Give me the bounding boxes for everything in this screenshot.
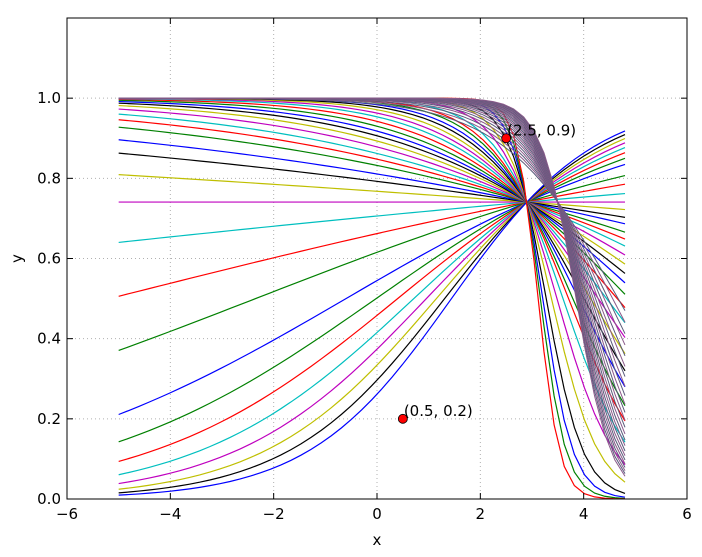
series-line (118, 104, 626, 265)
series-line (118, 147, 626, 476)
data-point (397, 413, 408, 424)
x-tick-label: 6 (682, 505, 692, 523)
series-line (118, 174, 626, 352)
series-line (118, 98, 626, 308)
series-line (118, 174, 626, 211)
series-line (118, 152, 626, 462)
point-label: (0.5, 0.2) (404, 402, 473, 420)
series-line (118, 139, 626, 225)
series-line (118, 142, 626, 485)
series-line (118, 99, 626, 295)
series-line (118, 108, 626, 256)
series-line (118, 137, 626, 490)
x-tick-label: −6 (56, 505, 78, 523)
y-tick-label: 1.0 (37, 89, 61, 107)
point-label: (2.5, 0.9) (507, 121, 576, 139)
series-line (118, 119, 626, 240)
series-line (118, 134, 626, 494)
y-tick-label: 0.6 (37, 250, 61, 268)
x-axis-label: x (373, 531, 382, 549)
y-tick-label: 0.2 (37, 410, 61, 428)
series-line (118, 183, 626, 297)
x-tick-label: −4 (159, 505, 181, 523)
series-line (118, 97, 626, 477)
y-tick-label: 0.4 (37, 330, 61, 348)
series-line (118, 163, 626, 416)
y-tick-label: 0.0 (37, 490, 61, 508)
curves (118, 97, 626, 500)
series-line (118, 126, 626, 233)
annotated-points: (0.5, 0.2) (2.5, 0.9) (397, 121, 576, 424)
series-line (118, 192, 626, 244)
series-line (118, 102, 626, 274)
x-tick-label: 0 (372, 505, 382, 523)
x-tick-label: 4 (579, 505, 589, 523)
series-line (118, 152, 626, 218)
x-tick-label: 2 (476, 505, 486, 523)
series-line (118, 98, 626, 324)
y-axis-label: y (8, 254, 26, 263)
y-tick-label: 0.8 (37, 169, 61, 187)
data-point (501, 133, 512, 144)
ticks: −6 −4 −2 0 2 4 6 0.0 0.2 0.4 0.6 0.8 1.0 (37, 18, 692, 523)
x-tick-label: −2 (263, 505, 285, 523)
series-line (118, 157, 626, 443)
series-line (118, 100, 626, 284)
series-line (118, 130, 626, 496)
series-line (118, 113, 626, 247)
